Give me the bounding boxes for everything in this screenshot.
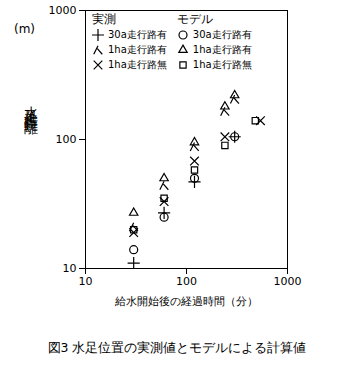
- html-text:図3 水足位置の実測値とモデルによる計算値: 図3 水足位置の実測値とモデルによる計算値: [47, 340, 307, 355]
- svg-text:1000: 1000: [274, 275, 302, 288]
- svg-text:1000: 1000: [49, 4, 77, 17]
- html-text:30a走行路有: 30a走行路有: [192, 29, 252, 40]
- html-text:1ha走行路無: 1ha走行路無: [192, 59, 252, 70]
- html-text:1ha走行路有: 1ha走行路有: [108, 44, 167, 55]
- svg-text:10: 10: [63, 262, 77, 275]
- html-text:水足進行距離: 水足進行距離: [23, 95, 39, 113]
- svg-text:100: 100: [176, 275, 197, 288]
- html-text:モデル: モデル: [176, 12, 213, 26]
- html-text:実測: 実測: [92, 12, 116, 26]
- svg-text:10: 10: [79, 275, 93, 288]
- svg-text:給水開始後の経過時間（分）: 給水開始後の経過時間（分）: [114, 295, 258, 308]
- svg-text:100: 100: [56, 133, 77, 146]
- html-text:30a走行路有: 30a走行路有: [108, 29, 167, 40]
- html-text:(m): (m): [14, 22, 36, 36]
- html-text:1ha走行路無: 1ha走行路無: [108, 59, 167, 70]
- html-text:1ha走行路有: 1ha走行路有: [192, 44, 252, 55]
